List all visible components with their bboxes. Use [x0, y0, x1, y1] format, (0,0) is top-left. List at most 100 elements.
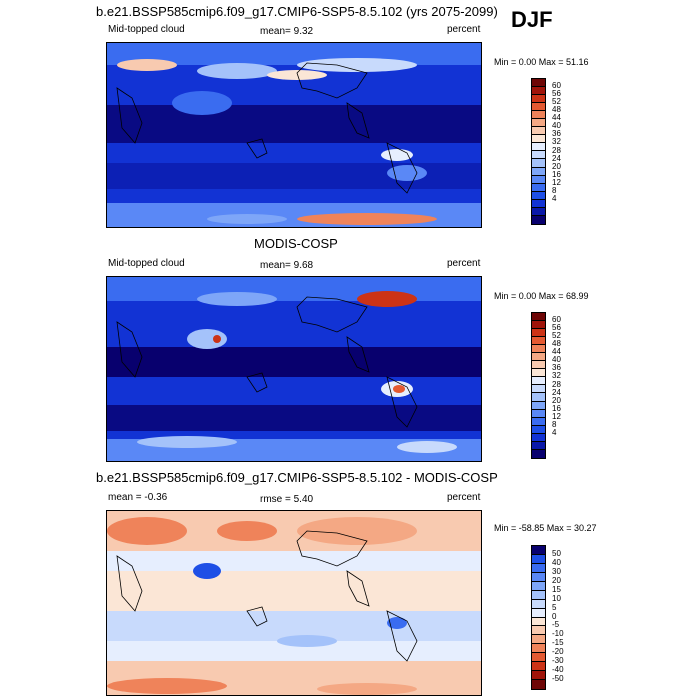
colorbar-tick-label: -30 — [552, 656, 564, 666]
colorbar-swatch — [532, 385, 545, 394]
panel2-units-label: percent — [447, 258, 481, 269]
panel1-mean-label: mean= 9.32 — [260, 26, 314, 37]
colorbar-swatch — [532, 119, 545, 128]
colorbar-swatch — [532, 151, 545, 160]
colorbar-swatch — [532, 546, 545, 555]
colorbar-swatch — [532, 127, 545, 136]
colorbar-swatch — [532, 167, 545, 176]
colorbar-swatch — [532, 135, 545, 144]
colorbar-swatch — [532, 662, 545, 672]
colorbar-swatch — [532, 95, 545, 104]
panel2-map — [106, 276, 482, 462]
colorbar-tick-label: 10 — [552, 593, 561, 603]
colorbar-tick-label: 4 — [552, 193, 557, 203]
panel3-rmse-label: rmse = 5.40 — [260, 494, 314, 505]
colorbar-tick-label: 0 — [552, 611, 557, 621]
colorbar-swatch — [532, 554, 545, 564]
colorbar-swatch — [532, 183, 545, 192]
panel3-mean-label: mean = -0.36 — [108, 492, 168, 503]
panel1-minmax: Min = 0.00 Max = 51.16 — [494, 57, 589, 67]
colorbar-swatch — [532, 207, 545, 216]
colorbar-swatch — [532, 599, 545, 609]
colorbar-tick-label: 52 — [552, 97, 561, 107]
colorbar-swatch — [532, 608, 545, 618]
colorbar-swatch — [532, 199, 545, 208]
colorbar-swatch — [532, 417, 545, 426]
colorbar-swatch — [532, 361, 545, 370]
colorbar-swatch — [532, 401, 545, 410]
colorbar-tick-label: 40 — [552, 121, 561, 131]
colorbar-tick-label: 40 — [552, 355, 561, 365]
colorbar-swatch — [532, 581, 545, 591]
panel2-mean-label: mean= 9.68 — [260, 260, 314, 271]
colorbar-swatch — [532, 572, 545, 582]
panel2-cloud-field — [107, 277, 481, 461]
colorbar-tick-label: 32 — [552, 137, 561, 147]
panel2-variable-label: Mid-topped cloud — [108, 258, 185, 269]
colorbar-swatch — [532, 321, 545, 330]
colorbar-tick-label: 16 — [552, 169, 561, 179]
colorbar-tick-label: 52 — [552, 331, 561, 341]
colorbar-tick-label: 36 — [552, 129, 561, 139]
colorbar-swatch — [532, 87, 545, 96]
colorbar-swatch — [532, 563, 545, 573]
panel1-variable-label: Mid-topped cloud — [108, 24, 185, 35]
colorbar-tick-label: 48 — [552, 339, 561, 349]
colorbar-tick-label: 28 — [552, 145, 561, 155]
colorbar-swatch — [532, 393, 545, 402]
panel2-colorbar — [531, 312, 546, 459]
colorbar-swatch — [532, 449, 545, 458]
panel2-title: MODIS-COSP — [254, 236, 338, 251]
colorbar-tick-label: 16 — [552, 403, 561, 413]
colorbar-tick-label: -40 — [552, 665, 564, 675]
panel3-colorbar-labels: 50 40 30 20 15 10 5 0 -5 -10 -15 -20 -30 -40 -50 — [552, 545, 582, 690]
colorbar-swatch — [532, 635, 545, 645]
colorbar-tick-label: 5 — [552, 602, 557, 612]
colorbar-swatch — [532, 159, 545, 168]
colorbar-swatch — [532, 79, 545, 88]
colorbar-swatch — [532, 626, 545, 636]
colorbar-swatch — [532, 590, 545, 600]
colorbar-swatch — [532, 680, 545, 689]
colorbar-swatch — [532, 409, 545, 418]
colorbar-tick-label: -15 — [552, 638, 564, 648]
colorbar-tick-label: 20 — [552, 395, 561, 405]
colorbar-swatch — [532, 103, 545, 112]
colorbar-swatch — [532, 369, 545, 378]
colorbar-tick-label: -20 — [552, 647, 564, 657]
panel2-minmax: Min = 0.00 Max = 68.99 — [494, 291, 589, 301]
panel1-map — [106, 42, 482, 228]
panel3-title: b.e21.BSSP585cmip6.f09_g17.CMIP6-SSP5-8.… — [96, 470, 498, 485]
colorbar-swatch — [532, 644, 545, 654]
colorbar-tick-label: 48 — [552, 105, 561, 115]
panel3-minmax: Min = -58.85 Max = 30.27 — [494, 523, 597, 533]
colorbar-tick-label: 36 — [552, 363, 561, 373]
colorbar-tick-label: 50 — [552, 548, 561, 558]
colorbar-swatch — [532, 377, 545, 386]
colorbar-swatch — [532, 111, 545, 120]
colorbar-tick-label: 24 — [552, 153, 561, 163]
colorbar-tick-label: 20 — [552, 575, 561, 585]
panel3-difference-field — [107, 511, 481, 695]
colorbar-tick-label: 60 — [552, 81, 561, 91]
colorbar-tick-label: 8 — [552, 419, 557, 429]
colorbar-swatch — [532, 653, 545, 663]
colorbar-tick-label: 32 — [552, 371, 561, 381]
colorbar-swatch — [532, 175, 545, 184]
colorbar-tick-label: 12 — [552, 411, 561, 421]
colorbar-swatch — [532, 215, 545, 224]
colorbar-swatch — [532, 313, 545, 322]
panel1-units-label: percent — [447, 24, 481, 35]
panel1-colorbar — [531, 78, 546, 225]
colorbar-tick-label: 40 — [552, 557, 561, 567]
colorbar-swatch — [532, 441, 545, 450]
colorbar-swatch — [532, 353, 545, 362]
panel1-title: b.e21.BSSP585cmip6.f09_g17.CMIP6-SSP5-8.… — [96, 4, 498, 19]
colorbar-swatch — [532, 191, 545, 200]
colorbar-tick-label: 44 — [552, 347, 561, 357]
colorbar-tick-label: 44 — [552, 113, 561, 123]
colorbar-swatch — [532, 617, 545, 627]
panel3-map — [106, 510, 482, 696]
colorbar-swatch — [532, 425, 545, 434]
colorbar-tick-label: 28 — [552, 379, 561, 389]
